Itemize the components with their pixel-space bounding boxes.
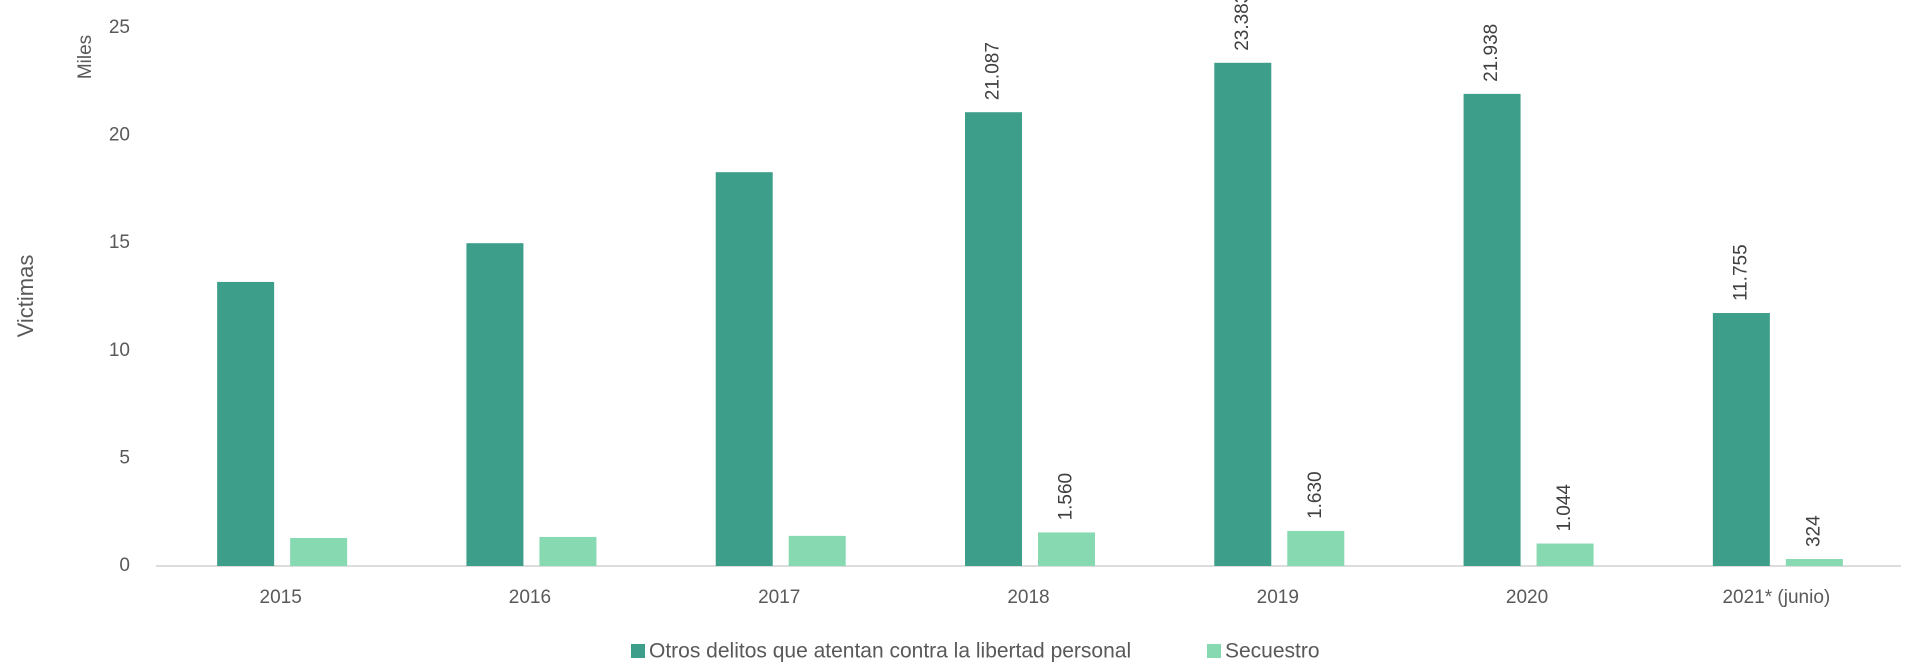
y-tick-label: 10 xyxy=(109,340,130,361)
bar xyxy=(290,538,348,566)
legend-swatch xyxy=(1207,644,1221,658)
bar xyxy=(1536,543,1594,566)
bar xyxy=(1214,62,1272,566)
legend-label: Secuestro xyxy=(1225,640,1320,663)
value-label: 21.938 xyxy=(1481,24,1502,82)
value-label: 1.044 xyxy=(1554,484,1575,532)
legend-label: Otros delitos que atentan contra la libe… xyxy=(649,640,1131,663)
y-tick-label: 20 xyxy=(109,125,130,146)
bar xyxy=(1712,313,1770,566)
bar xyxy=(1463,93,1521,567)
y-tick-label: 25 xyxy=(109,17,130,38)
bar xyxy=(1287,530,1345,566)
y-tick-label: 0 xyxy=(119,555,130,576)
value-label: 324 xyxy=(1803,515,1824,547)
bar xyxy=(965,112,1022,566)
value-label: 23.383 xyxy=(1232,0,1253,51)
bar xyxy=(715,172,773,566)
bar xyxy=(788,535,846,566)
bar xyxy=(466,243,524,566)
bar xyxy=(1785,559,1843,566)
bar xyxy=(539,536,597,566)
x-tick-label: 2015 xyxy=(260,587,302,608)
x-tick-label: 2016 xyxy=(509,587,551,608)
value-label: 1.630 xyxy=(1305,471,1326,519)
y-tick-label: 15 xyxy=(109,232,130,253)
x-tick-label: 2017 xyxy=(758,587,800,608)
value-label: 1.560 xyxy=(1056,473,1077,521)
bar xyxy=(1038,532,1095,566)
x-tick-label: 2020 xyxy=(1506,587,1548,608)
bar xyxy=(217,281,275,566)
x-tick-label: 2021* (junio) xyxy=(1722,587,1830,608)
y-unit-label: Miles xyxy=(75,35,96,79)
x-tick-label: 2018 xyxy=(1007,587,1049,608)
value-label: 11.755 xyxy=(1730,244,1751,301)
y-axis-label: Victimas xyxy=(13,255,38,338)
value-label: 21.087 xyxy=(983,42,1004,100)
x-tick-label: 2019 xyxy=(1257,587,1299,608)
legend-swatch xyxy=(631,644,645,658)
y-tick-label: 5 xyxy=(119,447,130,468)
